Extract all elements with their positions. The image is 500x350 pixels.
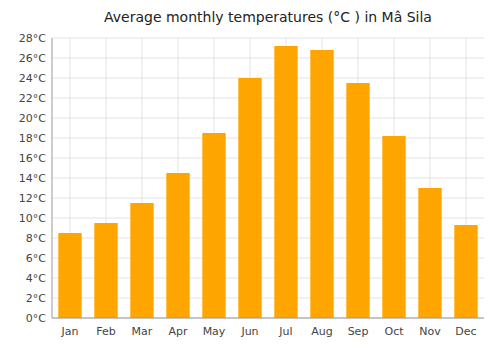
y-tick-label: 4°C [26,272,46,285]
bar [130,203,153,318]
bar [346,83,369,318]
y-tick-label: 22°C [19,92,46,105]
y-tick-label: 24°C [19,72,46,85]
bar [202,133,225,318]
x-tick-label: Mar [132,325,153,338]
y-tick-label: 14°C [19,172,46,185]
y-grid-line [52,58,484,59]
y-tick-label: 26°C [19,52,46,65]
bar [58,233,81,318]
x-tick-label: Oct [384,325,404,338]
bar [94,223,117,318]
x-tick-label: Dec [455,325,476,338]
grid [52,38,484,318]
y-grid-line [52,178,484,179]
bar [310,50,333,318]
y-tick-label: 20°C [19,112,46,125]
title: Average monthly temperatures (°C ) in Mâ… [104,9,432,25]
y-axis-line [52,38,53,318]
y-tick-label: 16°C [19,152,46,165]
x-tick-label: Jan [61,325,79,338]
bar [166,173,189,318]
y-tick-label: 18°C [19,132,46,145]
y-tick-label: 10°C [19,212,46,225]
x-tick-label: May [203,325,226,338]
y-tick-label: 0°C [26,312,46,325]
bars [58,46,477,318]
y-tick-label: 28°C [19,32,46,45]
x-tick-label: Apr [168,325,188,338]
y-grid-line [52,98,484,99]
y-grid-line [52,158,484,159]
x-axis-line [52,318,484,319]
y-grid-line [52,138,484,139]
bar [454,225,477,318]
y-tick-label: 12°C [19,192,46,205]
y-grid-line [52,78,484,79]
x-axis: Jan Feb Mar Apr May Jun Jul Aug Sep Oct Nov Dec [61,325,477,338]
y-grid-line [52,118,484,119]
x-tick-label: Jul [278,325,292,338]
x-tick-label: Feb [96,325,115,338]
x-tick-label: Aug [311,325,332,338]
chart: Average monthly temperatures (°C ) in Mâ… [0,0,500,350]
y-tick-label: 8°C [26,232,46,245]
chart-container: Average monthly temperatures (°C ) in Mâ… [0,0,500,350]
y-tick-label: 6°C [26,252,46,265]
bar [238,78,261,318]
y-axis: 0°C 2°C 4°C 6°C 8°C 10°C 12°C 14°C 16°C 18°C 20°C 2… [19,32,46,325]
y-tick-label: 2°C [26,292,46,305]
x-tick-label: Nov [419,325,441,338]
x-tick-label: Jun [240,325,258,338]
bar [274,46,297,318]
bar [382,136,405,318]
bar [418,188,441,318]
y-grid-line [52,318,484,319]
y-grid-line [52,38,484,39]
x-tick-label: Sep [348,325,369,338]
